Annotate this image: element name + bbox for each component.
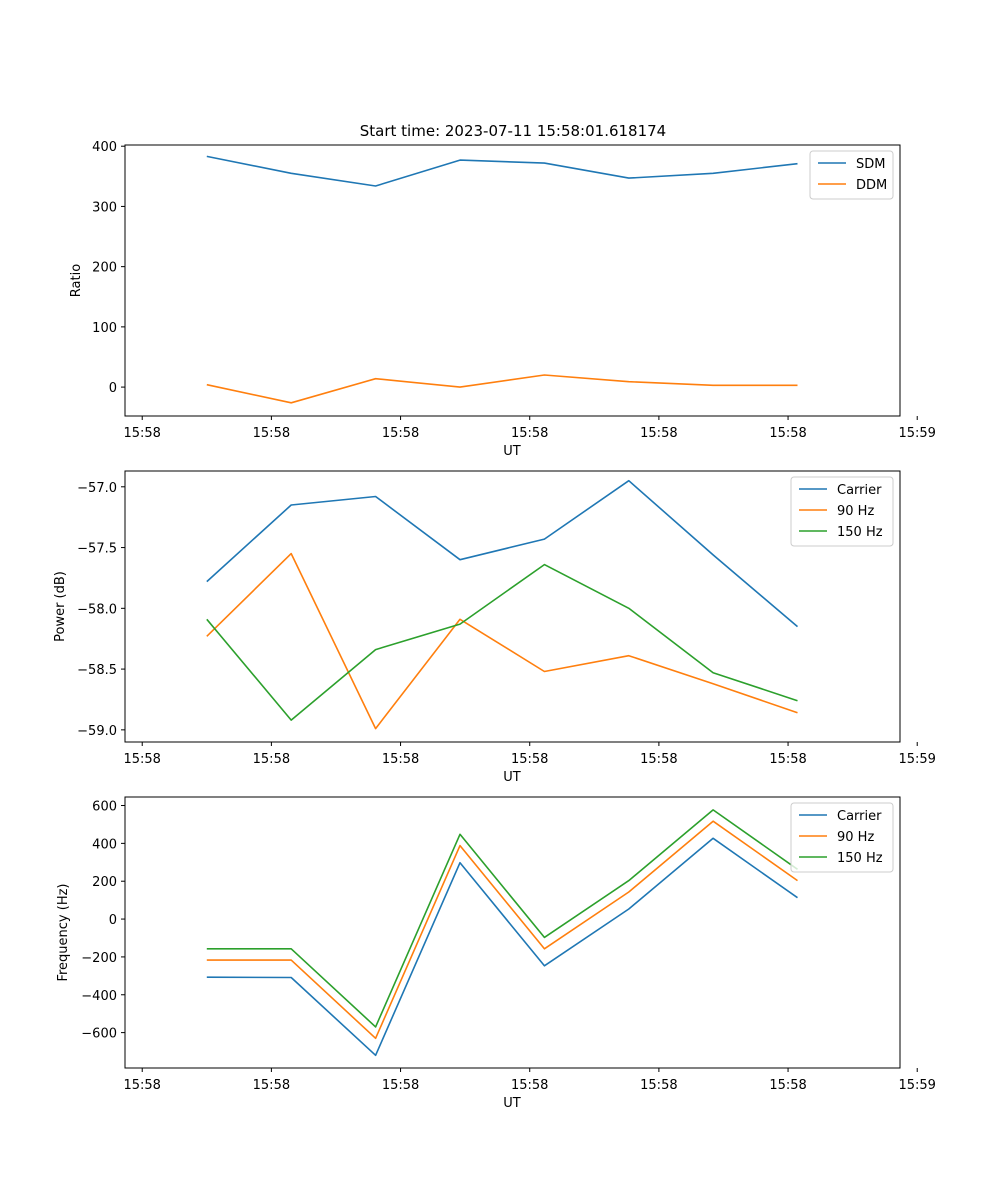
series-line-90-hz: [206, 820, 798, 1040]
x-tick-label: 15:58: [511, 1078, 548, 1093]
x-tick-label: 15:58: [769, 1078, 806, 1093]
legend-label: Carrier: [837, 809, 882, 824]
legend-label: 150 Hz: [837, 851, 883, 866]
y-tick-label: −200: [81, 951, 117, 966]
axes-frame: [124, 796, 901, 1069]
series-line-carrier: [206, 837, 798, 1057]
y-tick-label: 200: [92, 261, 117, 276]
series-line-150-hz: [206, 809, 798, 1028]
subplot-1: 15:58 15:58 15:58 15:58 15:58 15:58 15:59 0 100 2…: [69, 140, 936, 459]
y-tick-label: 300: [92, 200, 117, 215]
x-tick-label: 15:58: [123, 1078, 160, 1093]
y-tick-label: −58.5: [77, 663, 117, 678]
legend-label: SDM: [856, 157, 885, 172]
series-line-carrier: [206, 479, 799, 628]
x-tick-label: 15:58: [640, 426, 677, 441]
x-tick-label: 15:58: [123, 426, 160, 441]
legend: Carrier 90 Hz 150 Hz: [790, 476, 894, 547]
x-axis-label: UT: [503, 770, 521, 785]
y-tick-label: −58.0: [77, 602, 117, 617]
x-tick-label: 15:58: [123, 752, 160, 767]
x-tick-label: 15:59: [898, 1078, 935, 1093]
x-tick-label: 15:58: [253, 752, 290, 767]
y-tick-label: 400: [92, 837, 117, 852]
x-axis-label: UT: [503, 1096, 521, 1111]
axes-frame: [124, 144, 901, 417]
y-tick-label: −57.0: [77, 481, 117, 496]
subplot-2: 15:58 15:58 15:58 15:58 15:58 15:58 15:59 −59.0…: [53, 470, 936, 785]
x-tick-label: 15:58: [382, 426, 419, 441]
axes-frame: [124, 470, 901, 743]
subplot-3: 15:58 15:58 15:58 15:58 15:58 15:58 15:59 −600 −…: [56, 796, 936, 1111]
x-tick-label: 15:58: [382, 752, 419, 767]
y-tick-label: −600: [81, 1027, 117, 1042]
series-line-90-hz: [206, 552, 798, 730]
x-tick-label: 15:58: [769, 752, 806, 767]
y-axis-label: Power (dB): [53, 571, 68, 642]
legend-box: [790, 802, 894, 873]
legend-label: 90 Hz: [837, 830, 874, 845]
x-tick-label: 15:58: [511, 752, 548, 767]
y-tick-label: −400: [81, 989, 117, 1004]
legend: SDM DDM: [809, 150, 894, 200]
x-tick-label: 15:58: [253, 426, 290, 441]
legend-box: [790, 476, 894, 547]
x-tick-label: 15:58: [640, 752, 677, 767]
series-line-ddm: [206, 374, 798, 404]
legend-label: Carrier: [837, 483, 882, 498]
y-tick-label: 100: [92, 321, 117, 336]
x-tick-label: 15:58: [640, 1078, 677, 1093]
x-tick-label: 15:58: [511, 426, 548, 441]
y-axis-label: Ratio: [69, 264, 84, 297]
legend: Carrier 90 Hz 150 Hz: [790, 802, 894, 873]
x-tick-label: 15:58: [253, 1078, 290, 1093]
y-tick-label: 400: [92, 140, 117, 155]
series-line-sdm: [206, 155, 798, 187]
y-tick-label: 200: [92, 875, 117, 890]
legend-label: 150 Hz: [837, 525, 883, 540]
x-tick-label: 15:59: [898, 426, 935, 441]
figure-title: Start time: 2023-07-11 15:58:01.618174: [360, 122, 666, 140]
x-tick-label: 15:58: [769, 426, 806, 441]
x-tick-label: 15:59: [898, 752, 935, 767]
series-line-150-hz: [206, 563, 798, 721]
y-tick-label: −59.0: [77, 724, 117, 739]
x-axis-label: UT: [503, 444, 521, 459]
legend-label: DDM: [856, 178, 887, 193]
y-tick-label: 600: [92, 800, 117, 815]
y-tick-label: 0: [109, 381, 117, 396]
y-axis-label: Frequency (Hz): [56, 883, 71, 981]
x-tick-label: 15:58: [382, 1078, 419, 1093]
y-tick-label: −57.5: [77, 542, 117, 557]
legend-label: 90 Hz: [837, 504, 874, 519]
y-tick-label: 0: [109, 913, 117, 928]
